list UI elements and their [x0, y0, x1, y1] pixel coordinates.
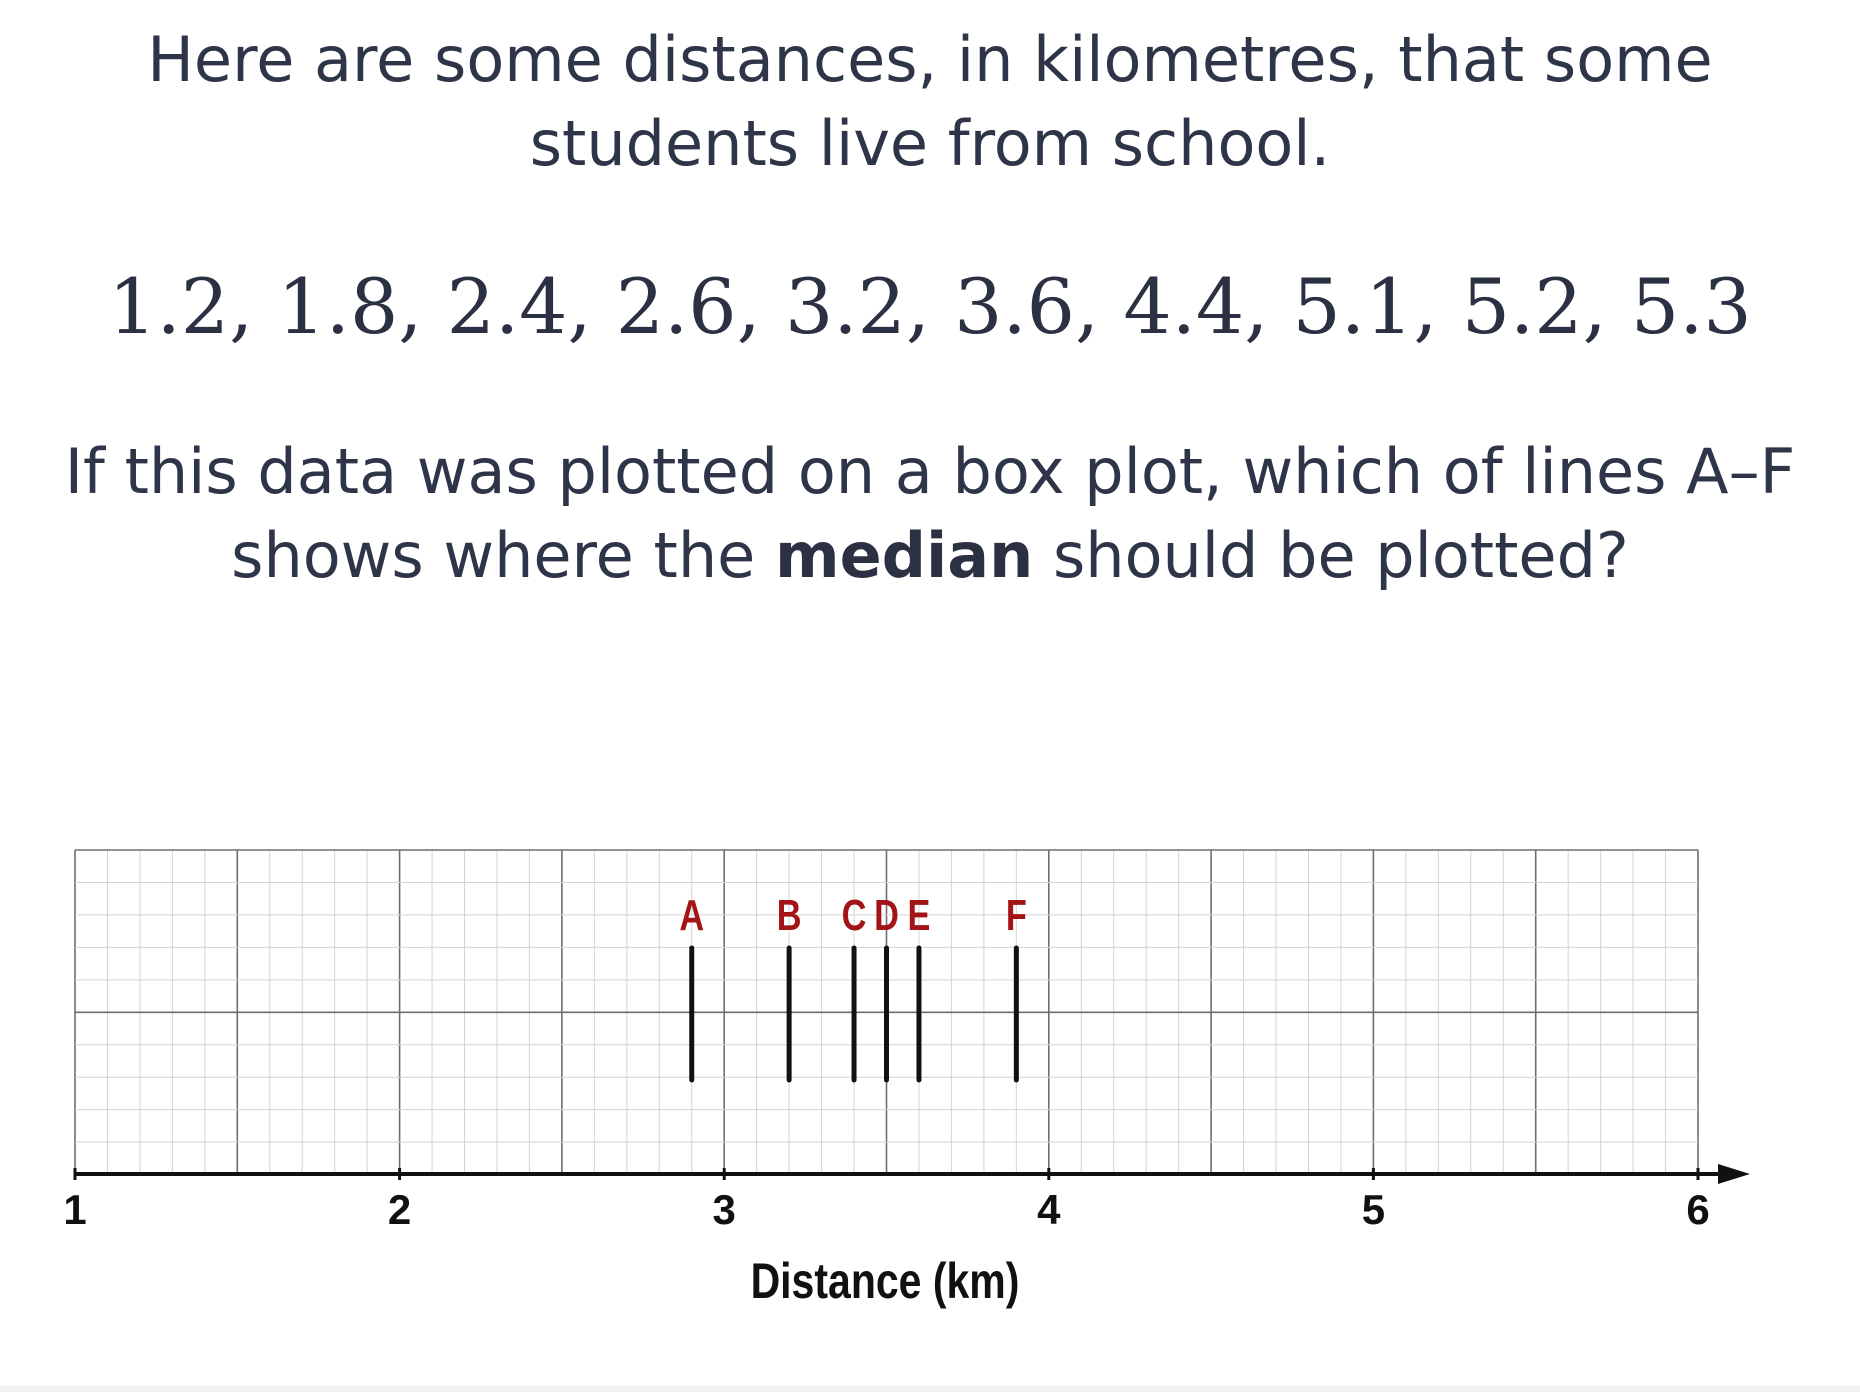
number-line-axis: [75, 1164, 1750, 1184]
tick-label: 4: [1037, 1186, 1061, 1233]
question-emphasis: median: [775, 519, 1034, 592]
question-prompt-start: If this data was plotted on a box plot, …: [64, 435, 1796, 592]
tick-label: 6: [1686, 1186, 1709, 1233]
axis-label: Distance (km): [751, 1253, 1020, 1309]
question-prompt-end: should be plotted?: [1033, 519, 1629, 592]
tick-label: 3: [713, 1186, 736, 1233]
intro-text: Here are some distances, in kilometres, …: [147, 23, 1713, 180]
line-label-e: E: [908, 891, 931, 940]
dataset-values: 1.2, 1.8, 2.4, 2.6, 3.2, 3.6, 4.4, 5.1, …: [108, 262, 1752, 351]
tick-labels: 1 2 3 4 5 6: [63, 1168, 1710, 1233]
line-label-b: B: [777, 891, 802, 940]
tick-label: 2: [388, 1186, 411, 1233]
arrow-icon: [1718, 1164, 1750, 1184]
line-label-a: A: [679, 891, 704, 940]
grid: [74, 849, 1699, 1174]
footer-band: [0, 1386, 1860, 1392]
tick-label: 1: [63, 1186, 86, 1233]
line-label-c: C: [842, 891, 867, 940]
question-prompt: If this data was plotted on a box plot, …: [30, 430, 1830, 598]
line-label-f: F: [1006, 891, 1027, 940]
tick-label: 5: [1362, 1186, 1385, 1233]
line-label-d: D: [874, 891, 899, 940]
